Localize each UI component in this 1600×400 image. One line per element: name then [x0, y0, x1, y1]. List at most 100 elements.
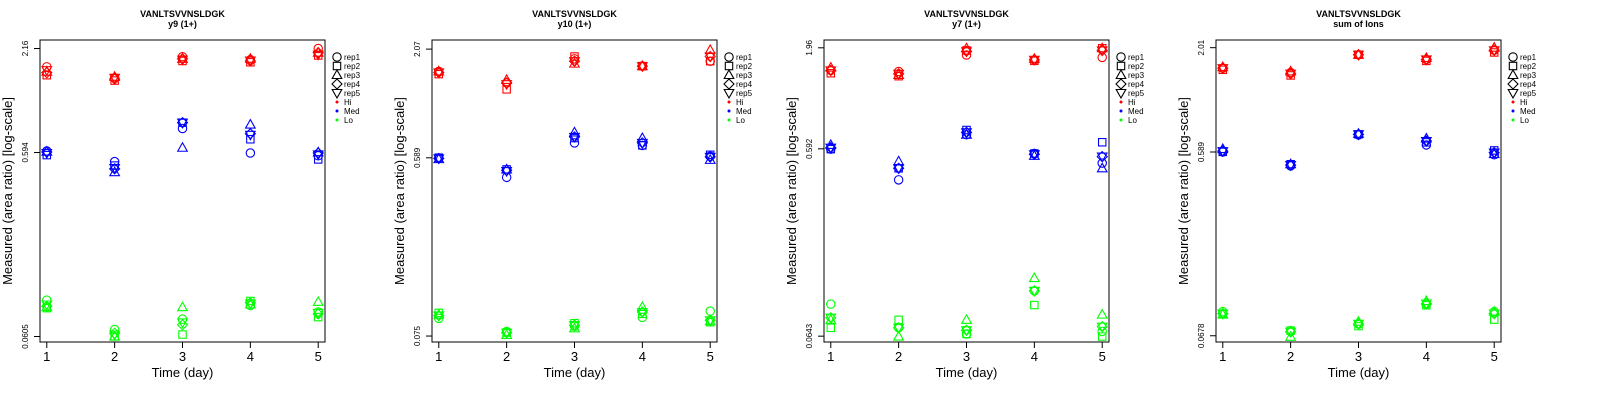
chart-subtitle: y7 (1+) [952, 19, 981, 29]
data-point [313, 312, 323, 322]
x-tick-label: 4 [247, 349, 254, 364]
x-tick-label: 3 [179, 349, 186, 364]
y-tick-label: 2.07 [413, 41, 422, 57]
data-point [960, 313, 973, 324]
legend-diamond-icon [1507, 78, 1519, 90]
legend-label: rep4 [344, 80, 361, 89]
y-axis-label: Measured (area ratio) [log-scale] [1176, 97, 1191, 285]
data-point [502, 85, 511, 94]
data-point [1217, 64, 1229, 75]
data-point [636, 138, 649, 149]
x-tick-label: 4 [1423, 349, 1430, 364]
legend-circle-icon [1508, 52, 1518, 62]
data-point [705, 56, 715, 66]
data-point [568, 57, 581, 68]
legend-label: Med [344, 107, 360, 116]
data-point [1488, 46, 1500, 57]
legend-dot-icon [1119, 109, 1123, 113]
data-point [1488, 148, 1500, 159]
legend-label: Lo [1128, 116, 1137, 125]
legend-diamond-icon [723, 78, 735, 90]
data-point [177, 123, 188, 134]
data-point [1420, 137, 1433, 148]
legend-label: Med [1128, 107, 1144, 116]
x-axis-label: Time (day) [936, 365, 998, 380]
data-point [570, 52, 579, 61]
y-tick-label: 0.594 [21, 142, 30, 163]
data-point [1096, 46, 1108, 57]
legend-triangle-up-icon [1115, 68, 1127, 80]
data-point [433, 68, 445, 79]
chart-title: VANLTSVVNSLDGK [532, 9, 617, 19]
legend-label: Med [736, 107, 752, 116]
data-point [1217, 147, 1229, 158]
legend-label: rep2 [736, 62, 753, 71]
y-tick-label: 0.589 [413, 147, 422, 168]
x-axis-label: Time (day) [152, 365, 214, 380]
data-point [1028, 150, 1041, 161]
data-point [433, 308, 445, 319]
data-point [501, 172, 512, 183]
x-tick-label: 2 [895, 349, 902, 364]
legend-label: Lo [344, 116, 353, 125]
x-tick-label: 1 [435, 349, 442, 364]
plot-frame [1215, 39, 1502, 343]
legend-label: Lo [736, 116, 745, 125]
data-point [961, 50, 972, 60]
data-point [1097, 52, 1107, 63]
legend-triangle-down-icon [723, 88, 735, 100]
x-tick-label: 3 [963, 349, 970, 364]
legend-triangle-down-icon [1507, 88, 1519, 100]
chart-title: VANLTSVVNSLDGK [140, 9, 225, 19]
data-point [1489, 150, 1499, 160]
x-tick-label: 5 [707, 349, 714, 364]
data-point [109, 324, 120, 335]
legend-label: rep2 [344, 62, 361, 71]
legend-square-icon [1508, 61, 1518, 71]
legend-label: rep4 [1520, 80, 1537, 89]
data-point [1284, 69, 1297, 80]
legend-dot-icon [727, 109, 731, 113]
plot-frame [39, 39, 326, 343]
y-tick-label: 2.16 [21, 40, 30, 56]
legend-label: Med [1520, 107, 1536, 116]
data-point [1096, 308, 1108, 319]
data-point [245, 148, 256, 158]
data-point [826, 323, 836, 333]
data-point [825, 143, 837, 154]
data-point [312, 295, 324, 306]
data-point [636, 60, 649, 71]
data-point [41, 148, 53, 160]
data-point [1284, 327, 1297, 338]
data-point [176, 318, 189, 329]
data-point [892, 69, 905, 80]
data-point [704, 152, 716, 164]
data-point [705, 306, 715, 316]
data-point [1488, 309, 1500, 320]
chart-subtitle: y9 (1+) [168, 19, 197, 29]
legend-circle-icon [1116, 52, 1126, 62]
data-point [244, 130, 257, 141]
chart-subtitle: sum of Ions [1333, 19, 1384, 29]
data-point [500, 163, 513, 174]
data-point [960, 128, 973, 139]
x-tick-label: 4 [1031, 349, 1038, 364]
legend-dot-icon [1511, 100, 1515, 104]
data-point [962, 329, 971, 339]
data-point [500, 73, 513, 84]
data-point [569, 138, 580, 148]
data-point [1096, 162, 1108, 173]
x-axis-label: Time (day) [544, 365, 606, 380]
data-point [178, 330, 187, 339]
data-point [825, 313, 837, 324]
y-tick-label: 2.01 [1197, 39, 1206, 55]
x-tick-label: 1 [43, 349, 50, 364]
y-tick-label: 0.592 [805, 138, 814, 159]
data-point [826, 68, 836, 78]
data-point [568, 132, 581, 144]
legend-triangle-up-icon [723, 68, 735, 80]
legend-dot-icon [1119, 100, 1123, 104]
data-point [1096, 322, 1108, 333]
